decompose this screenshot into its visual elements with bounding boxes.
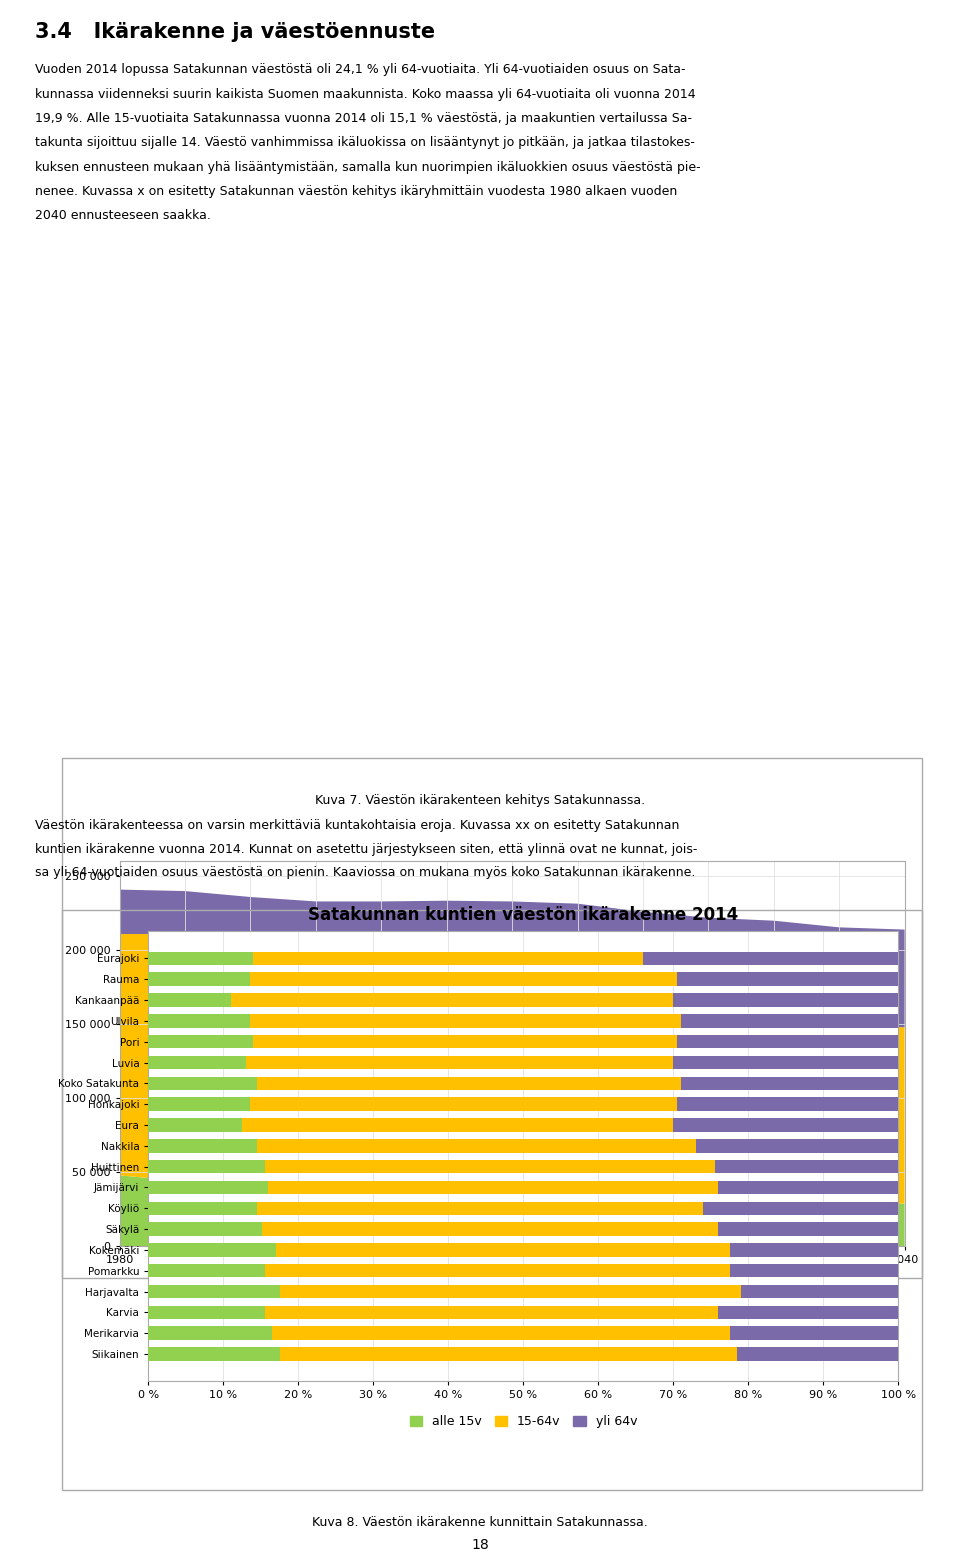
Bar bbox=[741, 1285, 899, 1298]
Text: Vuoden 2014 lopussa Satakunnan väestöstä oli 24,1 % yli 64-vuotiaita. Yli 64-vuo: Vuoden 2014 lopussa Satakunnan väestöstä… bbox=[35, 64, 685, 76]
Bar bbox=[673, 993, 899, 1007]
Bar bbox=[149, 951, 253, 965]
Bar bbox=[257, 1077, 681, 1089]
Bar bbox=[269, 1181, 718, 1193]
Bar bbox=[279, 1285, 741, 1298]
Text: Kuva 8. Väestön ikärakenne kunnittain Satakunnassa.: Kuva 8. Väestön ikärakenne kunnittain Sa… bbox=[312, 1517, 648, 1529]
Bar bbox=[718, 1305, 899, 1319]
Text: Kuva 7. Väestön ikärakenteen kehitys Satakunnassa.: Kuva 7. Väestön ikärakenteen kehitys Sat… bbox=[315, 794, 645, 807]
Bar bbox=[149, 1263, 265, 1277]
Bar bbox=[718, 1181, 899, 1193]
Text: 3.4   Ikärakenne ja väestöennuste: 3.4 Ikärakenne ja väestöennuste bbox=[35, 22, 435, 42]
Bar bbox=[643, 951, 899, 965]
Text: kuntien ikärakenne vuonna 2014. Kunnat on asetettu järjestykseen siten, että yli: kuntien ikärakenne vuonna 2014. Kunnat o… bbox=[35, 842, 697, 856]
Bar bbox=[696, 1139, 899, 1153]
Bar bbox=[246, 1055, 673, 1069]
Bar bbox=[737, 1347, 899, 1361]
Bar bbox=[149, 1139, 257, 1153]
Bar bbox=[149, 1119, 242, 1131]
Bar bbox=[149, 1015, 250, 1027]
Legend: alle 15v, 15-64v, yli 64v: alle 15v, 15-64v, yli 64v bbox=[405, 1411, 642, 1433]
Bar bbox=[279, 1347, 737, 1361]
Bar bbox=[677, 973, 899, 987]
Bar bbox=[704, 1201, 899, 1215]
Bar bbox=[250, 1097, 677, 1111]
Text: 19,9 %. Alle 15-vuotiaita Satakunnassa vuonna 2014 oli 15,1 % väestöstä, ja maak: 19,9 %. Alle 15-vuotiaita Satakunnassa v… bbox=[35, 112, 692, 124]
Bar bbox=[149, 1223, 262, 1235]
Bar bbox=[250, 1015, 681, 1027]
Bar bbox=[677, 1035, 899, 1049]
Bar bbox=[149, 1181, 269, 1193]
Bar bbox=[253, 951, 643, 965]
Bar bbox=[257, 1201, 704, 1215]
Bar bbox=[149, 1159, 265, 1173]
Bar bbox=[250, 973, 677, 987]
Bar bbox=[149, 1243, 276, 1257]
Legend: Alle 15v, 15-64v, 65v ja yli: Alle 15v, 15-64v, 65v ja yli bbox=[385, 1302, 638, 1326]
Bar bbox=[730, 1327, 899, 1340]
Bar bbox=[231, 993, 673, 1007]
Bar bbox=[257, 1139, 696, 1153]
Bar bbox=[253, 1035, 677, 1049]
Text: kuksen ennusteen mukaan yhä lisääntymistään, samalla kun nuorimpien ikäluokkien : kuksen ennusteen mukaan yhä lisääntymist… bbox=[35, 160, 701, 174]
Bar bbox=[673, 1055, 899, 1069]
Bar bbox=[149, 1201, 257, 1215]
Bar bbox=[149, 973, 250, 987]
Bar bbox=[730, 1243, 899, 1257]
Bar bbox=[149, 1285, 279, 1298]
Bar bbox=[276, 1243, 730, 1257]
Bar bbox=[149, 993, 231, 1007]
Text: 18: 18 bbox=[471, 1538, 489, 1552]
Bar bbox=[265, 1263, 730, 1277]
Bar bbox=[149, 1097, 250, 1111]
Bar bbox=[681, 1015, 899, 1027]
Bar bbox=[149, 1327, 272, 1340]
Bar bbox=[262, 1223, 718, 1235]
Text: Väestön ikärakenteessa on varsin merkittäviä kuntakohtaisia eroja. Kuvassa xx on: Väestön ikärakenteessa on varsin merkitt… bbox=[35, 819, 680, 833]
Text: takunta sijoittuu sijalle 14. Väestö vanhimmissa ikäluokissa on lisääntynyt jo p: takunta sijoittuu sijalle 14. Väestö van… bbox=[35, 137, 695, 149]
Bar bbox=[730, 1263, 899, 1277]
Text: nenee. Kuvassa x on esitetty Satakunnan väestön kehitys ikäryhmittäin vuodesta 1: nenee. Kuvassa x on esitetty Satakunnan … bbox=[35, 185, 677, 197]
Bar bbox=[718, 1223, 899, 1235]
Bar bbox=[265, 1159, 714, 1173]
Bar bbox=[149, 1347, 279, 1361]
Text: 2040 ennusteeseen saakka.: 2040 ennusteeseen saakka. bbox=[35, 210, 211, 222]
Bar bbox=[242, 1119, 673, 1131]
Bar bbox=[149, 1077, 257, 1089]
Bar bbox=[673, 1119, 899, 1131]
Text: sa yli 64-vuotiaiden osuus väestöstä on pienin. Kaaviossa on mukana myös koko Sa: sa yli 64-vuotiaiden osuus väestöstä on … bbox=[35, 866, 695, 880]
Title: Satakunnan kuntien väestön ikärakenne 2014: Satakunnan kuntien väestön ikärakenne 20… bbox=[308, 906, 738, 925]
Bar bbox=[149, 1305, 265, 1319]
Bar bbox=[272, 1327, 730, 1340]
Text: kunnassa viidenneksi suurin kaikista Suomen maakunnista. Koko maassa yli 64-vuot: kunnassa viidenneksi suurin kaikista Suo… bbox=[35, 87, 696, 101]
Bar bbox=[677, 1097, 899, 1111]
Bar bbox=[681, 1077, 899, 1089]
Bar bbox=[149, 1055, 246, 1069]
Bar bbox=[265, 1305, 718, 1319]
Bar bbox=[149, 1035, 253, 1049]
Bar bbox=[714, 1159, 899, 1173]
